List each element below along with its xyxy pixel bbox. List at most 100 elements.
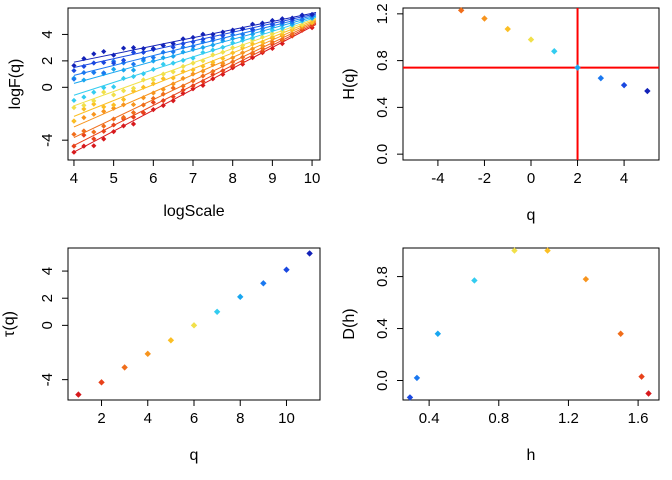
data-point: [160, 102, 166, 109]
data-point: [81, 128, 87, 134]
panel-hq: -4 -2 0 2 4 0.0 0.4 0.8 1.2 q H(q): [341, 3, 660, 224]
data-point: [140, 102, 147, 108]
data-point: [249, 41, 256, 47]
data-point: [81, 56, 87, 62]
data-point: [220, 29, 226, 35]
data-point: [213, 308, 221, 315]
data-point: [527, 36, 535, 43]
data-point: [259, 45, 266, 51]
axes: 2 4 6 8 10 -4 0 2 4: [39, 267, 295, 427]
data-point: [269, 45, 275, 52]
y-axis-label: logF(q): [7, 59, 24, 110]
data-point: [180, 68, 186, 75]
data-point: [210, 68, 216, 75]
data-point: [249, 46, 256, 52]
data-point: [111, 52, 117, 58]
marks: [406, 247, 652, 401]
data-point: [249, 21, 256, 27]
data-point: [230, 32, 236, 38]
data-point: [140, 49, 147, 55]
data-point: [71, 97, 77, 104]
data-point: [130, 85, 137, 91]
data-point: [120, 102, 127, 108]
data-point: [111, 116, 117, 122]
data-point: [220, 35, 226, 42]
data-point: [180, 63, 186, 70]
data-point: [140, 71, 147, 77]
data-point: [91, 143, 97, 149]
y-tick-label: -4: [39, 373, 56, 386]
data-point: [81, 115, 87, 121]
data-point: [230, 50, 236, 56]
data-point: [160, 98, 166, 104]
data-point: [130, 45, 137, 51]
marks: [75, 250, 313, 398]
data-point: [130, 110, 137, 116]
data-point: [240, 35, 246, 41]
y-tick-label: 1.2: [374, 3, 391, 24]
x-tick-label: -2: [478, 170, 491, 187]
y-tick-label: 0: [39, 83, 56, 91]
data-point: [81, 143, 87, 149]
data-point: [279, 25, 285, 32]
y-axis-label: D(h): [341, 308, 358, 339]
data-point: [121, 364, 128, 371]
data-point: [81, 70, 87, 76]
data-point: [240, 50, 246, 56]
data-point: [230, 63, 236, 69]
data-point: [309, 20, 315, 26]
data-point: [101, 136, 107, 142]
data-point: [71, 105, 77, 111]
data-point: [574, 64, 581, 71]
data-point: [230, 59, 236, 65]
axes: 4 5 6 7 8 9 10 -4 0 2 4: [39, 30, 320, 187]
data-point: [220, 44, 226, 50]
data-point: [200, 49, 206, 56]
data-point: [71, 118, 77, 124]
plot-frame: [402, 247, 660, 401]
data-point: [81, 94, 87, 100]
axes: 0.4 0.8 1.2 1.6 0.0 0.4 0.8: [374, 266, 649, 427]
data-point: [230, 40, 236, 46]
y-tick-label: 0.8: [374, 50, 391, 71]
data-point: [101, 70, 107, 76]
data-point: [101, 59, 107, 66]
data-point: [279, 19, 285, 25]
data-point: [230, 27, 236, 33]
y-tick-label: 0.4: [374, 318, 391, 339]
data-point: [150, 107, 156, 113]
data-point: [160, 42, 166, 49]
data-point: [180, 36, 186, 42]
data-point: [180, 57, 186, 64]
data-point: [230, 55, 236, 61]
data-point: [210, 42, 216, 48]
y-tick-label: 0.8: [374, 266, 391, 287]
data-point: [457, 7, 465, 14]
data-point: [190, 39, 196, 45]
data-point: [150, 77, 156, 83]
data-point: [200, 39, 206, 45]
data-point: [413, 374, 421, 382]
data-point: [240, 61, 246, 67]
data-point: [111, 92, 117, 98]
y-tick-label: 4: [39, 30, 56, 38]
x-tick-label: 6: [149, 170, 157, 187]
data-point: [210, 31, 216, 37]
data-point: [81, 106, 87, 112]
data-point: [309, 11, 315, 18]
data-point: [150, 90, 156, 96]
data-point: [130, 73, 137, 80]
data-point: [91, 51, 97, 57]
data-point: [120, 114, 127, 120]
y-tick-label: 2: [39, 57, 56, 65]
data-point: [210, 35, 216, 41]
data-point: [180, 44, 186, 50]
data-point: [170, 40, 176, 47]
data-point: [91, 136, 97, 142]
y-tick-label: 2: [39, 294, 56, 302]
data-point: [306, 250, 313, 257]
data-point: [471, 277, 478, 284]
data-point: [190, 60, 196, 66]
data-point: [170, 53, 176, 59]
